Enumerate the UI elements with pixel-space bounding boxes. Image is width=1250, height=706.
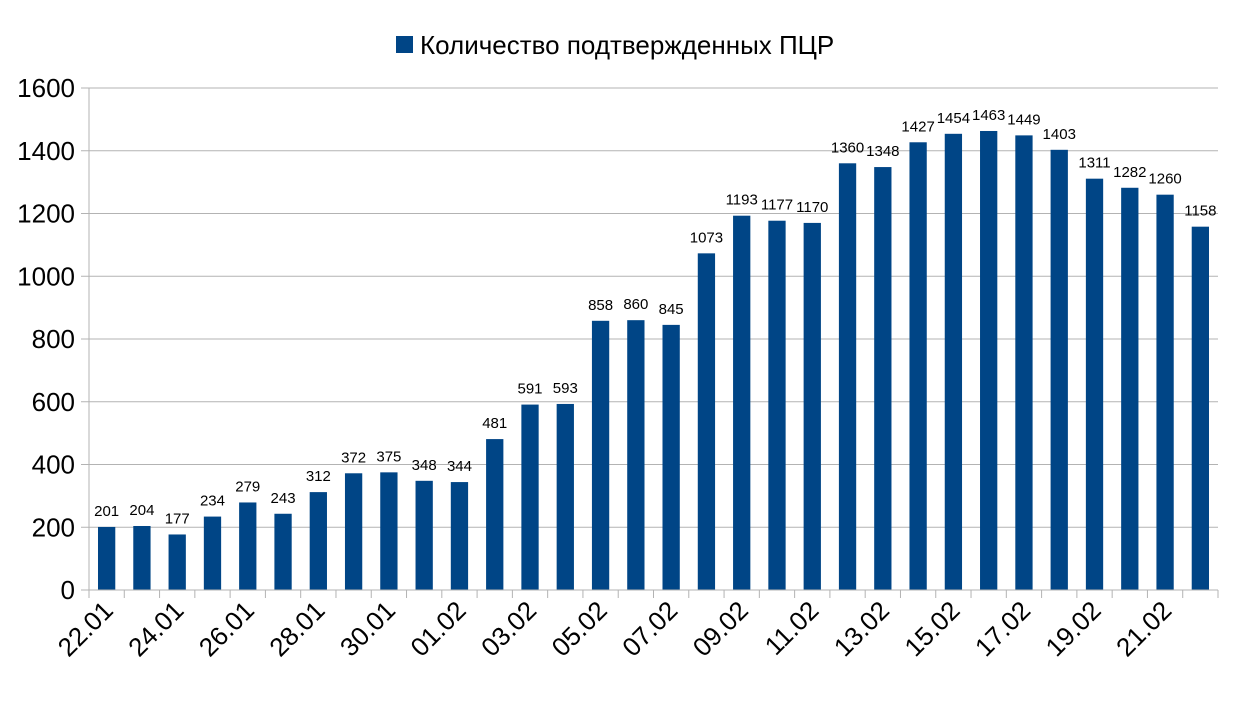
- data-label-30.01: 375: [376, 448, 401, 465]
- bars: [97, 130, 1210, 591]
- x-tick-label: 15.02: [898, 595, 965, 662]
- data-label-25.01: 234: [200, 493, 225, 510]
- y-tick-label: 800: [32, 324, 75, 354]
- x-tick-label: 22.01: [52, 595, 119, 662]
- bar-07.02: [662, 324, 680, 590]
- bar-31.01: [415, 480, 433, 590]
- bar-11.02: [803, 222, 821, 590]
- data-label-09.02: 1193: [726, 192, 758, 209]
- data-label-18.02: 1403: [1043, 126, 1076, 143]
- data-label-10.02: 1177: [761, 197, 793, 214]
- data-label-04.02: 593: [553, 380, 578, 397]
- bar-16.02: [980, 130, 998, 590]
- legend-label: Количество подтвержденных ПЦР: [420, 30, 834, 60]
- data-label-22.02: 1158: [1184, 203, 1216, 220]
- x-tick-label: 24.01: [122, 595, 189, 662]
- data-label-03.02: 591: [518, 381, 543, 398]
- bar-20.02: [1121, 187, 1139, 590]
- data-label-15.02: 1454: [937, 110, 970, 127]
- y-tick-label: 200: [32, 512, 75, 542]
- y-tick-label: 1000: [17, 261, 75, 291]
- y-tick-label: 1600: [17, 73, 75, 103]
- x-tick-label: 13.02: [828, 595, 895, 662]
- data-label-31.01: 348: [412, 457, 437, 474]
- y-tick-label: 400: [32, 450, 75, 480]
- x-axis-ticks: 22.01 24.01 26.01 28.01 30.01 01.02 03.02 05.02…: [52, 590, 1219, 662]
- bar-22.02: [1191, 226, 1210, 591]
- bar-03.02: [521, 404, 539, 590]
- data-label-19.02: 1311: [1078, 155, 1110, 172]
- x-tick-label: 28.01: [263, 595, 330, 662]
- bar-26.01: [239, 502, 257, 590]
- data-label-21.02: 1260: [1148, 171, 1181, 188]
- bar-09.02: [733, 215, 751, 591]
- x-tick-label: 19.02: [1040, 595, 1107, 662]
- bar-04.02: [556, 403, 574, 590]
- bar-08.02: [697, 253, 716, 590]
- bar-29.01: [344, 473, 363, 590]
- gridlines: [89, 87, 1218, 591]
- y-tick-label: 600: [32, 387, 75, 417]
- data-label-17.02: 1449: [1007, 111, 1040, 128]
- x-tick-label: 07.02: [616, 595, 683, 662]
- x-tick-label: 17.02: [969, 595, 1036, 662]
- x-tick-label: 21.02: [1110, 595, 1177, 662]
- bar-13.02: [874, 167, 892, 590]
- y-tick-label: 1400: [17, 136, 75, 166]
- x-tick-label: 09.02: [687, 595, 754, 662]
- bar-06.02: [627, 320, 645, 590]
- data-label-02.02: 481: [482, 415, 507, 432]
- bar-10.02: [768, 220, 786, 590]
- y-tick-label: 1200: [17, 199, 75, 229]
- x-tick-label: 26.01: [193, 595, 260, 662]
- data-label-28.01: 312: [306, 468, 331, 485]
- bar-02.02: [486, 439, 504, 590]
- bar-05.02: [591, 320, 610, 590]
- data-label-29.01: 372: [341, 449, 366, 466]
- data-label-20.02: 1282: [1113, 164, 1146, 181]
- bar-24.01: [168, 534, 186, 590]
- data-label-01.02: 344: [447, 458, 472, 475]
- bar-17.02: [1015, 135, 1033, 590]
- data-label-27.01: 243: [271, 490, 296, 507]
- bar-15.02: [944, 133, 963, 590]
- bar-28.01: [309, 492, 327, 590]
- x-tick-label: 05.02: [546, 595, 613, 662]
- bar-18.02: [1050, 149, 1068, 590]
- data-label-14.02: 1427: [901, 118, 934, 135]
- data-label-11.02: 1170: [796, 199, 828, 216]
- bar-19.02: [1085, 178, 1104, 590]
- data-label-22.01: 201: [94, 503, 119, 520]
- data-label-07.02: 845: [659, 301, 684, 318]
- x-tick-label: 30.01: [334, 595, 401, 662]
- data-label-06.02: 860: [623, 296, 648, 313]
- bar-27.01: [274, 513, 292, 590]
- data-label-13.02: 1348: [866, 143, 899, 160]
- data-label-16.02: 1463: [972, 107, 1005, 124]
- bar-01.02: [450, 482, 469, 590]
- y-axis-ticks: 0 200 400 600 800 1000 1200 1400 1600: [17, 73, 89, 605]
- data-label-24.01: 177: [165, 510, 190, 527]
- data-label-23.01: 204: [129, 502, 154, 519]
- y-tick-label: 0: [61, 575, 75, 605]
- bar-23.01: [133, 525, 151, 590]
- bar-12.02: [838, 163, 857, 591]
- x-tick-label: 03.02: [475, 595, 542, 662]
- bar-25.01: [203, 516, 222, 590]
- data-label-08.02: 1073: [690, 229, 723, 246]
- legend: Количество подтвержденных ПЦР: [396, 30, 834, 60]
- data-label-12.02: 1360: [831, 139, 864, 156]
- bar-21.02: [1156, 194, 1174, 591]
- x-tick-label: 01.02: [404, 595, 471, 662]
- bar-22.01: [97, 526, 116, 590]
- data-label-26.01: 279: [235, 478, 260, 495]
- x-tick-label: 11.02: [759, 595, 825, 661]
- legend-swatch: [396, 36, 413, 53]
- bar-14.02: [909, 142, 927, 590]
- data-label-05.02: 858: [588, 297, 613, 314]
- bar-30.01: [380, 472, 398, 590]
- data-labels: 201 204 177 234 279 243 312 372 375 348 344 481 591 5…: [94, 107, 1216, 527]
